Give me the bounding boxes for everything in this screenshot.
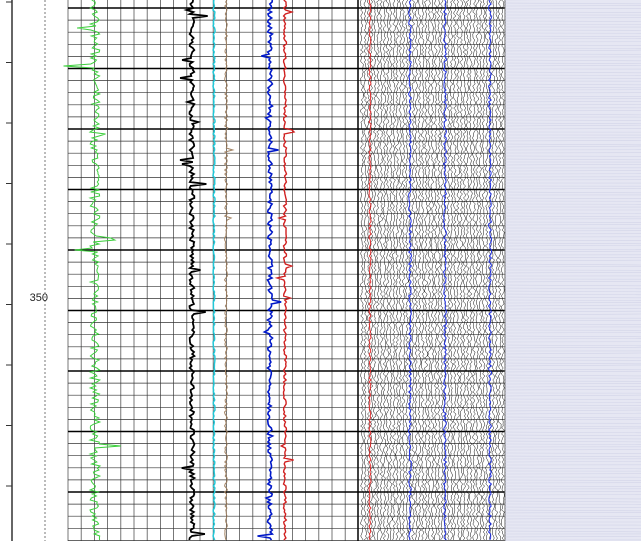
curves <box>64 0 505 540</box>
waveform <box>428 0 431 540</box>
waveform <box>373 0 376 540</box>
waveform <box>437 0 440 540</box>
waveform <box>380 0 383 540</box>
cyan-curve <box>213 0 215 540</box>
red-trace <box>369 0 371 540</box>
waveform <box>495 0 498 540</box>
waveform <box>485 0 488 540</box>
waveform <box>405 0 408 540</box>
waveform <box>386 0 389 540</box>
waveform <box>364 0 367 540</box>
waveform <box>393 0 396 540</box>
waveform <box>418 0 421 540</box>
waveform <box>492 0 495 540</box>
waveform <box>431 0 434 540</box>
waveform <box>415 0 418 540</box>
waveform <box>460 0 463 540</box>
green-curve <box>64 0 121 540</box>
waveform <box>463 0 466 540</box>
depth-label: 350 <box>30 292 48 304</box>
brown-curve <box>225 0 233 540</box>
waveform <box>498 0 501 540</box>
waveform <box>402 0 405 540</box>
well-log-view: 350 <box>0 0 641 541</box>
waveform <box>412 0 415 540</box>
waveform <box>469 0 472 540</box>
page: {"depth_label": "350"} 350 (() => { cons… <box>0 0 641 541</box>
waveform <box>389 0 392 540</box>
waveform <box>421 0 424 540</box>
waveform <box>476 0 479 540</box>
waveform <box>453 0 456 540</box>
waveform <box>441 0 444 540</box>
waveform <box>501 0 504 540</box>
waveform <box>450 0 453 540</box>
waveform <box>383 0 386 540</box>
black-curve <box>180 0 208 540</box>
waveform <box>482 0 485 540</box>
waveform <box>447 0 450 540</box>
waveform <box>434 0 437 540</box>
waveform <box>473 0 476 540</box>
waveform <box>396 0 399 540</box>
waveform <box>377 0 380 540</box>
red-curve <box>277 0 294 540</box>
waveform <box>466 0 469 540</box>
waveform <box>361 0 364 540</box>
waveform <box>479 0 482 540</box>
waveform <box>457 0 460 540</box>
blue-curve <box>258 0 282 540</box>
waveform <box>399 0 402 540</box>
waveform <box>425 0 428 540</box>
